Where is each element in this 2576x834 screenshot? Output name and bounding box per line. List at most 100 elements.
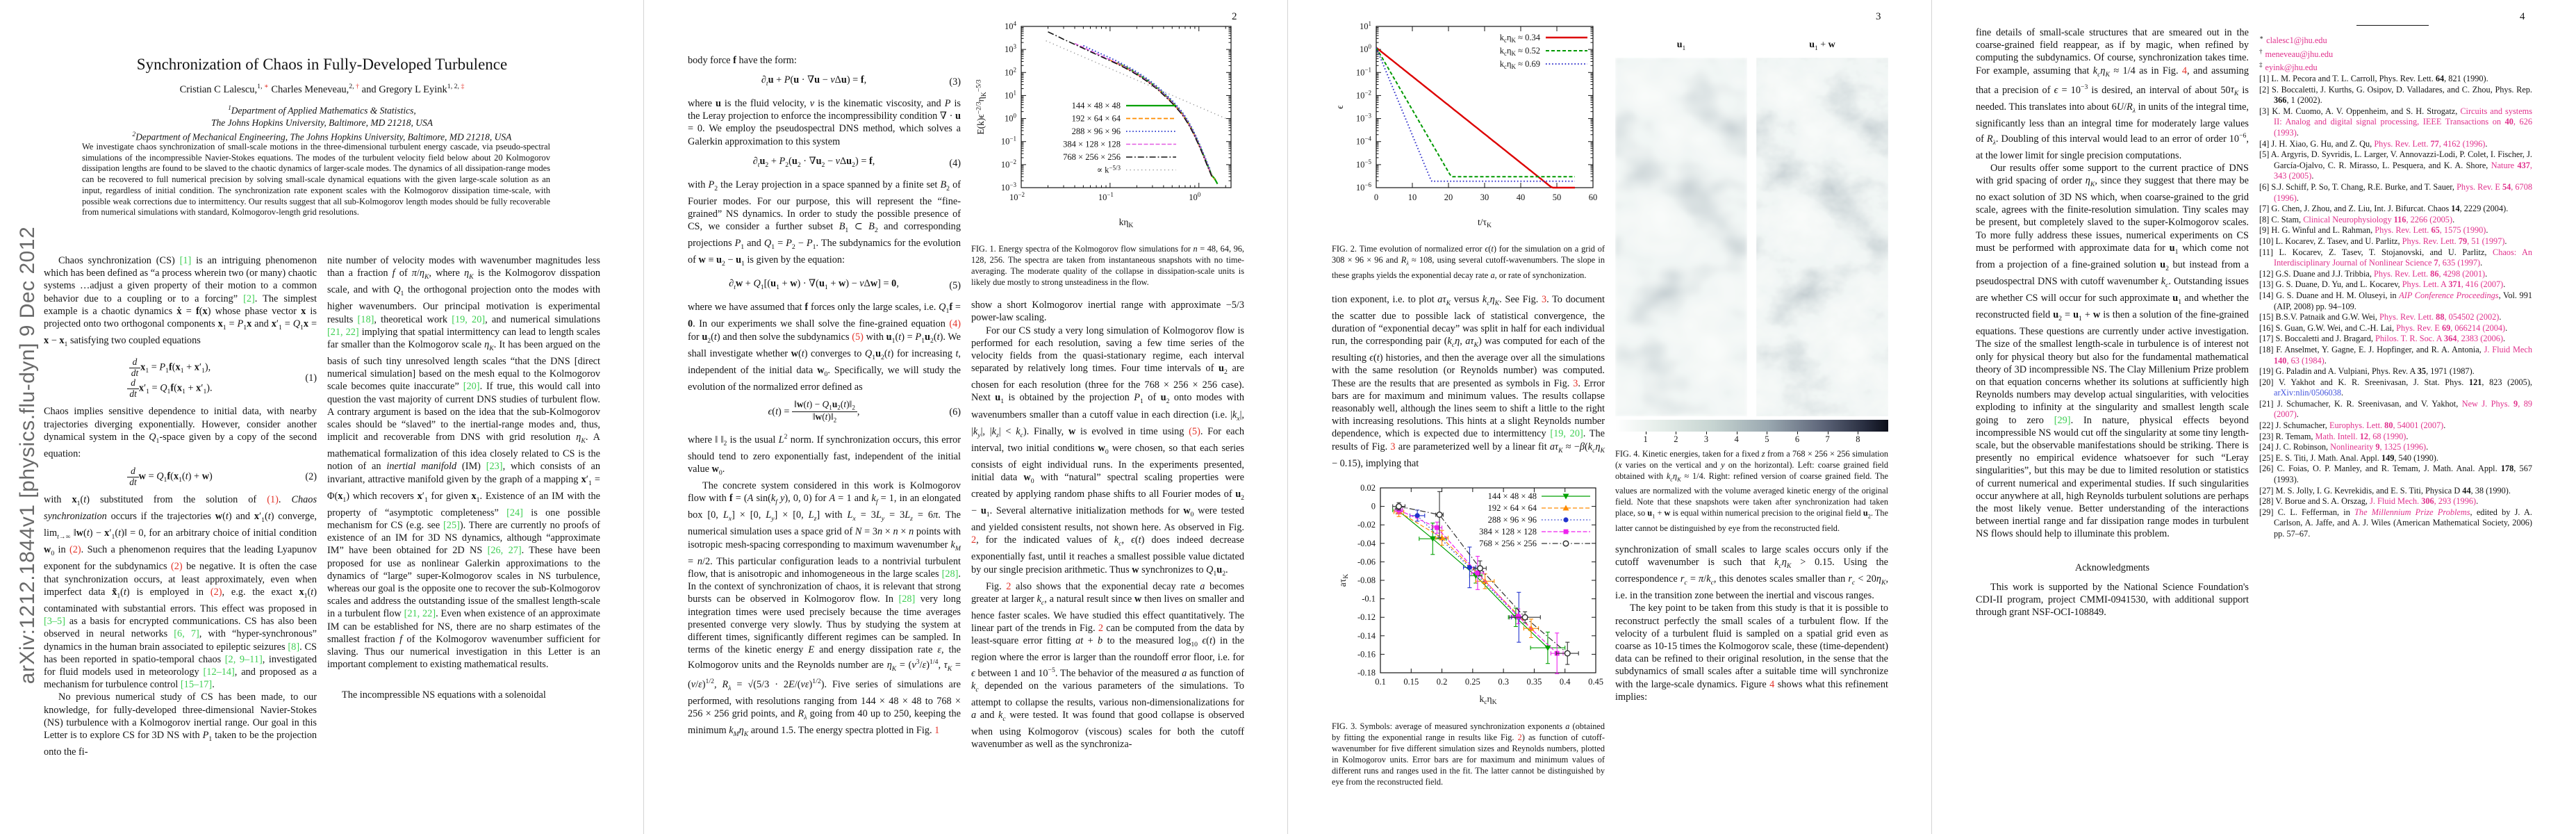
citation-link[interactable]: [28] (941, 568, 959, 580)
internal-ref-link[interactable]: (1) (267, 494, 279, 506)
svg-text:-0.14: -0.14 (1357, 631, 1376, 641)
doi-link[interactable]: Phys. Rev. E 54, 6708 (1996) (2274, 182, 2532, 203)
citation-link[interactable]: [21, 22] (327, 326, 359, 338)
citation-link[interactable]: [18] (357, 313, 374, 325)
doi-link[interactable]: meneveau@jhu.edu (2265, 49, 2334, 59)
doi-link[interactable]: J. Fluid Mech 140, 63 (1984) (2274, 344, 2532, 366)
svg-text:0.45: 0.45 (1588, 677, 1603, 687)
internal-ref-link[interactable]: (2) (69, 544, 81, 556)
svg-text:-0.04: -0.04 (1357, 539, 1376, 548)
svg-text:144 × 48 × 48: 144 × 48 × 48 (1072, 101, 1121, 111)
doi-link[interactable]: New J. Phys. 9, 89 (2007) (2274, 398, 2532, 420)
citation-link[interactable]: [2, 9–11] (224, 653, 263, 665)
internal-ref-link[interactable]: ‡ (461, 83, 465, 90)
internal-ref-link[interactable]: 3 (1573, 377, 1578, 389)
citation-link[interactable]: [23] (486, 461, 503, 473)
doi-link[interactable]: Phys. Rev. Lett. 86, 4298 (2001) (2373, 268, 2486, 279)
citation-link[interactable]: [19, 20] (1550, 428, 1583, 440)
citation-link[interactable]: [28] (898, 594, 916, 605)
page-number-4: 4 (2520, 11, 2525, 22)
colorbar-tick-label: 5 (1765, 434, 1769, 444)
doi-link[interactable]: Phys. Rev. Lett. 65, 1575 (1990) (2375, 225, 2486, 236)
reference-item: [21] J. Schumacher, K. R. Sreenivasan, a… (2259, 398, 2532, 420)
p3-column-1: 0 10 20 30 40 50 60 10−6 10−5 10−4 10−3 10−2 10−1 100… (1332, 19, 1605, 787)
doi-link[interactable]: Phys. Lett. A 371, 416 (2007) (2402, 279, 2504, 290)
equation: ∂tu2 + P2(u2 · ∇u2 − νΔu2) = f, (4) (752, 155, 961, 169)
doi-link[interactable]: clalesc1@jhu.edu (2266, 35, 2327, 46)
doi-link[interactable]: eyink@jhu.edu (2265, 63, 2318, 73)
doi-link[interactable]: Phys. Rev. Lett. 77, 4162 (1996) (2374, 138, 2486, 149)
citation-link[interactable]: [15–17] (180, 679, 213, 691)
citation-link[interactable]: [8] (288, 641, 300, 653)
citation-link[interactable]: [24] (506, 507, 523, 518)
internal-ref-link[interactable]: (2) (170, 561, 183, 573)
doi-link[interactable]: Nonlinearity 9, 1325 (1996) (2330, 442, 2427, 452)
doi-link[interactable]: The Millennium Prize Problems (2354, 507, 2470, 517)
internal-ref-link[interactable]: (2) (210, 586, 222, 598)
citation-link[interactable]: [12–14] (203, 666, 235, 678)
doi-link[interactable]: Nature 437, 343 (2005) (2274, 160, 2532, 181)
colorbar-tick-label: 3 (1703, 434, 1709, 444)
citation-link[interactable]: [29] (2054, 414, 2071, 426)
doi-link[interactable]: Philos. T. R. Soc. A 364, 2383 (2006) (2375, 334, 2504, 344)
citation-link[interactable]: [3–5] (44, 616, 65, 628)
doi-link[interactable]: Clinical Neurophysiology 116, 2266 (2005… (2303, 214, 2453, 224)
internal-ref-link[interactable]: (5) (1189, 425, 1200, 437)
internal-ref-link[interactable]: 4 (2181, 65, 2188, 76)
reference-item: [29] C. L. Fefferman, in The Millennium … (2259, 507, 2532, 539)
doi-link[interactable]: Math. Intell. 12, 68 (1990) (2315, 431, 2406, 441)
internal-ref-link[interactable]: ∗ (264, 83, 269, 90)
fig4-coarse-field-image (1615, 58, 1747, 416)
svg-text:-0.12: -0.12 (1357, 612, 1376, 622)
internal-ref-link[interactable]: 2 (971, 534, 977, 546)
affiliation-2: The Johns Hopkins University, Baltimore,… (211, 117, 433, 128)
doi-link[interactable]: Europhys. Lett. 80, 54001 (2007) (2329, 420, 2444, 431)
equation: ∂tw + Q1[(u1 + w) · ∇(u1 + w) − νΔw] = 0… (729, 278, 961, 292)
internal-ref-link[interactable]: 2 (1517, 733, 1522, 743)
internal-ref-link[interactable]: (5) (852, 331, 864, 343)
page-divider-1 (643, 0, 644, 834)
internal-ref-link[interactable]: 3 (1390, 441, 1396, 452)
internal-ref-link[interactable]: † (356, 83, 360, 90)
doi-link[interactable]: Phys. Rev. Lett. 79, 51 (1997) (2402, 236, 2505, 246)
doi-link[interactable]: Chaos: An Interdisciplinary Journal of N… (2274, 247, 2532, 268)
internal-ref-link[interactable]: 1 (934, 725, 940, 737)
citation-link[interactable]: [20] (463, 381, 480, 393)
fig4-refined-field-image (1756, 58, 1888, 416)
reference-item: [24] J. C. Robinson, Nonlinearity 9, 132… (2259, 442, 2429, 452)
svg-text:288 × 96 × 96: 288 × 96 × 96 (1488, 515, 1537, 525)
reference-item: [19] G. Paladin and A. Vulpiani, Phys. R… (2259, 366, 2475, 377)
paragraph: Chaos implies sensitive dependence to in… (44, 406, 317, 459)
citation-link[interactable]: [1] (179, 255, 192, 266)
doi-link[interactable]: J. Fluid Mech. 306, 293 (1996) (2370, 496, 2477, 507)
citation-link[interactable]: [26, 27] (487, 545, 522, 557)
colorbar-tick (1797, 432, 1798, 434)
internal-ref-link[interactable]: 3 (1541, 293, 1547, 305)
colorbar-tick-label: 1 (1643, 434, 1648, 444)
doi-link[interactable]: Phys. Rev. E 69, 066214 (2004) (2396, 322, 2506, 333)
doi-link[interactable]: Phys. Rev. Lett. 88, 054502 (2002) (2379, 312, 2500, 322)
citation-link[interactable]: [19, 20] (452, 313, 486, 325)
svg-text:60: 60 (1589, 193, 1598, 202)
internal-ref-link[interactable]: 2 (1006, 580, 1012, 592)
paragraph: with x1(t) substituted from the solution… (44, 494, 317, 691)
internal-ref-link[interactable]: (4) (949, 318, 961, 330)
doi-link[interactable]: AIP Conference Proceedings (2399, 290, 2499, 300)
internal-ref-link[interactable]: 4 (1769, 678, 1775, 690)
svg-text:10−2: 10−2 (1009, 191, 1025, 202)
internal-ref-link[interactable]: 2 (1098, 623, 1103, 635)
svg-text:ϵ: ϵ (1335, 105, 1345, 109)
paragraph: For our CS study a very long simulation … (971, 325, 1245, 578)
reference-item: [8] C. Stam, Clinical Neurophysiology 11… (2259, 214, 2455, 224)
abstract: We investigate chaos synchronization of … (82, 142, 550, 218)
arxiv-link[interactable]: arXiv:nlin/0506038 (2274, 388, 2342, 398)
doi-link[interactable]: Circuits and systems II: Analog and digi… (2274, 106, 2532, 138)
citation-link[interactable]: [6, 7] (174, 628, 199, 640)
citation-link[interactable]: [21, 22] (404, 608, 436, 620)
citation-link[interactable]: [2] (243, 293, 255, 304)
reference-item: [16] S. Guan, G.W. Wei, and C.-H. Lai, P… (2259, 322, 2508, 333)
svg-text:-0.06: -0.06 (1357, 557, 1376, 566)
reference-item: [27] M. S. Jolly, I. G. Kevrekidis, and … (2259, 485, 2511, 496)
citation-link[interactable]: [25] (443, 520, 460, 532)
fig4-colorbar (1615, 420, 1888, 434)
